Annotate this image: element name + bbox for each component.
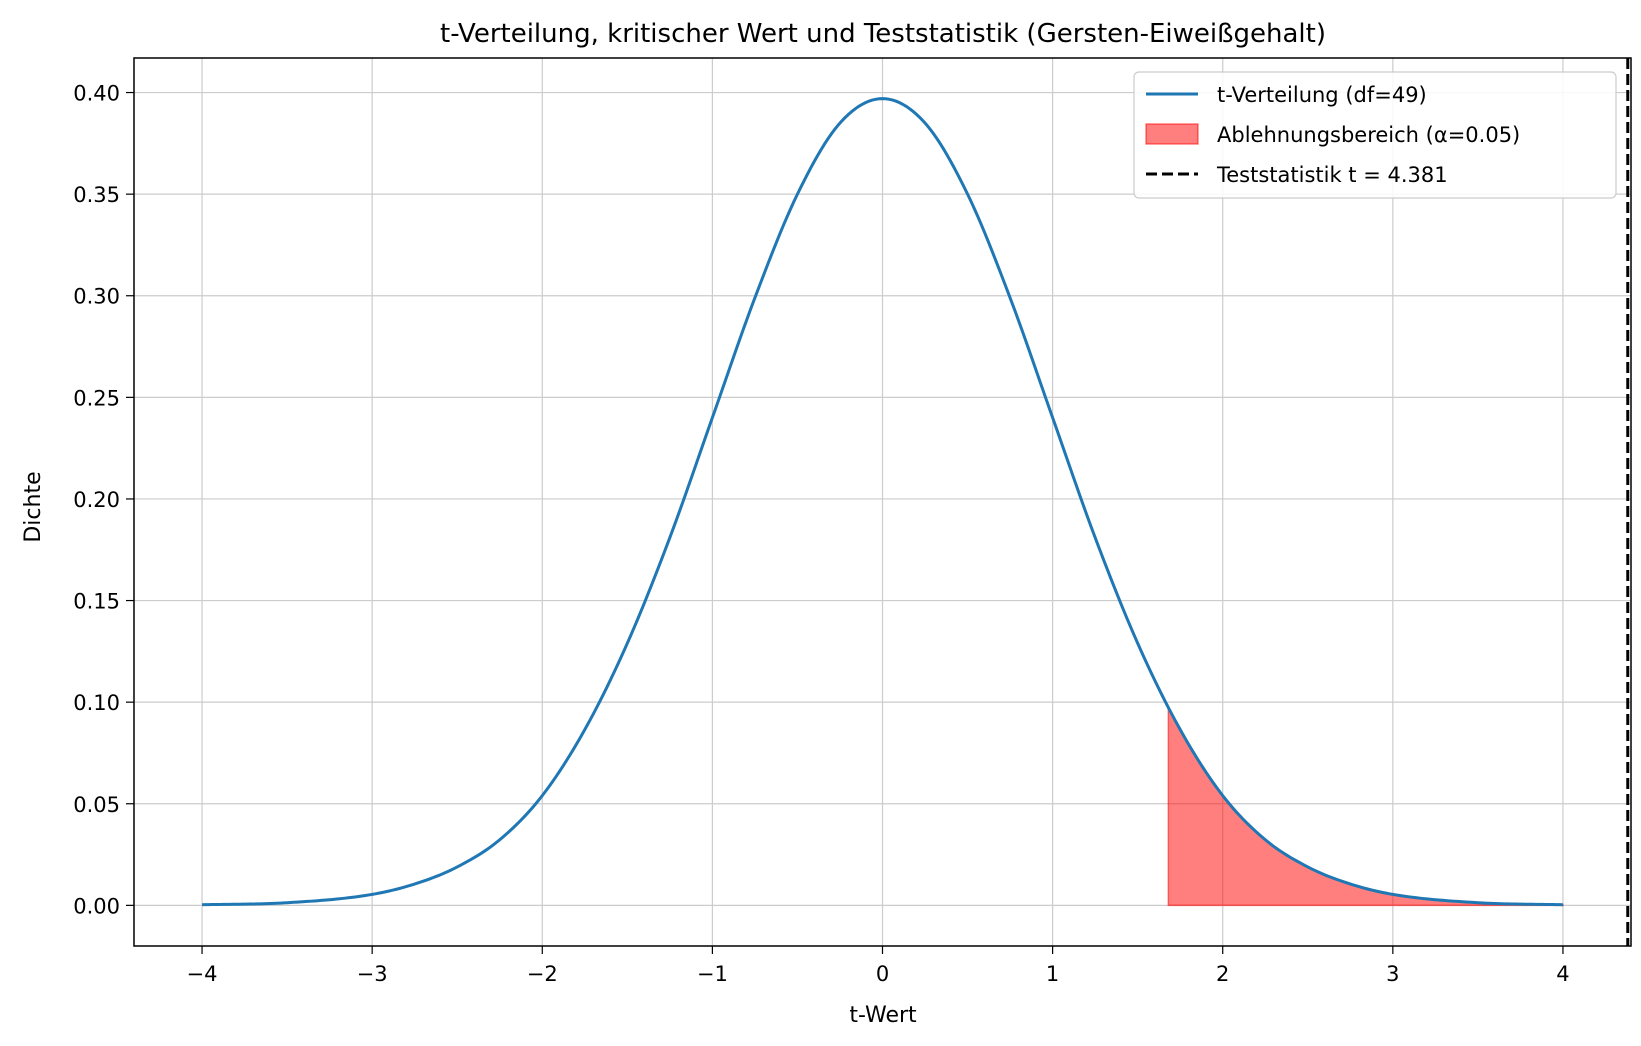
x-tick-label: 3 — [1386, 962, 1399, 986]
y-tick-label: 0.15 — [73, 590, 120, 614]
y-axis-label: Dichte — [21, 471, 46, 542]
chart-title: t-Verteilung, kritischer Wert und Testst… — [440, 19, 1326, 49]
y-tick-label: 0.20 — [73, 488, 120, 512]
x-tick-label: −1 — [697, 962, 728, 986]
x-tick-label: 0 — [876, 962, 889, 986]
x-tick-label: −4 — [187, 962, 218, 986]
y-tick-label: 0.30 — [73, 285, 120, 309]
x-tick-label: 2 — [1216, 962, 1229, 986]
y-tick-label: 0.10 — [73, 691, 120, 715]
y-axis: 0.00 0.05 0.10 0.15 0.20 0.25 0.30 0.35 0.40 — [73, 82, 134, 918]
y-tick-label: 0.00 — [73, 894, 120, 918]
y-tick-label: 0.40 — [73, 82, 120, 106]
x-axis-label: t-Wert — [849, 1003, 917, 1028]
legend-entry-test-statistic: Teststatistik t = 4.381 — [1216, 163, 1448, 187]
y-tick-label: 0.05 — [73, 793, 120, 817]
legend-box — [1133, 71, 1617, 199]
x-axis: −4 −3 −2 −1 0 1 2 3 4 — [187, 946, 1570, 986]
legend-entry-rejection-region: Ablehnungsbereich (α=0.05) — [1217, 123, 1520, 147]
x-tick-label: 4 — [1556, 962, 1569, 986]
y-tick-label: 0.25 — [73, 386, 120, 410]
plot-area — [202, 58, 1630, 946]
y-tick-label: 0.35 — [73, 183, 120, 207]
x-tick-label: −3 — [357, 962, 388, 986]
legend-area-swatch — [1145, 123, 1199, 145]
distribution-curve — [202, 97, 1563, 907]
legend: t-Verteilung (df=49) Ablehnungsbereich (… — [1133, 71, 1617, 199]
x-tick-label: 1 — [1046, 962, 1059, 986]
legend-entry-distribution: t-Verteilung (df=49) — [1217, 83, 1427, 107]
x-tick-label: −2 — [527, 962, 558, 986]
